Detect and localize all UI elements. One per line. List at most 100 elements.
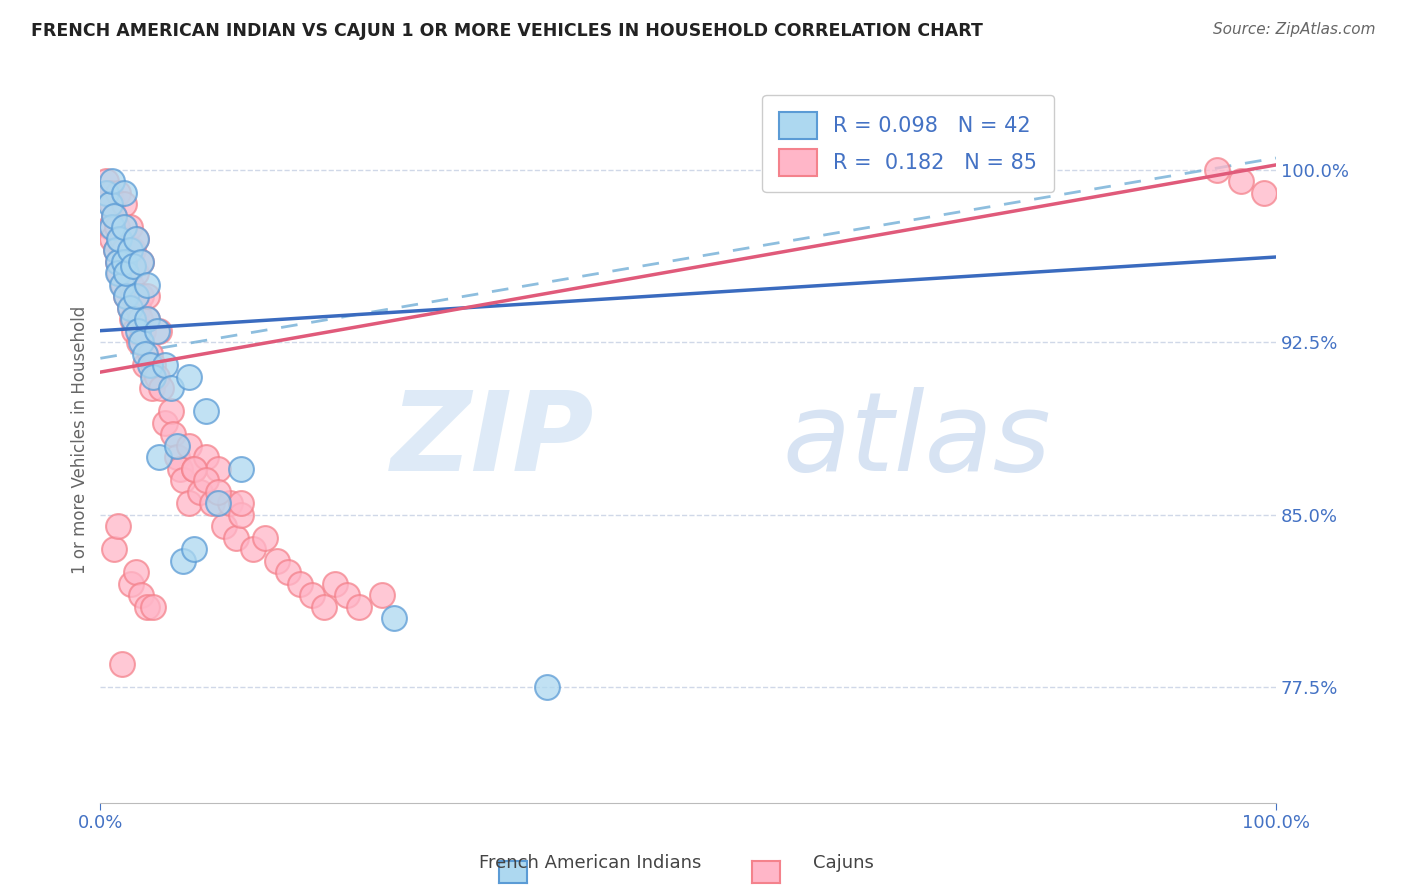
Point	[104, 243, 127, 257]
Point	[201, 496, 224, 510]
Point	[195, 473, 218, 487]
Point	[225, 531, 247, 545]
Point	[124, 266, 146, 280]
Point	[131, 335, 153, 350]
Point	[98, 197, 121, 211]
Point	[277, 566, 299, 580]
Point	[150, 381, 173, 395]
Point	[131, 289, 153, 303]
Point	[104, 243, 127, 257]
Point	[136, 312, 159, 326]
Point	[212, 519, 235, 533]
Point	[160, 404, 183, 418]
Point	[136, 599, 159, 614]
Point	[107, 266, 129, 280]
Point	[111, 277, 134, 292]
Point	[98, 186, 121, 200]
Point	[131, 254, 153, 268]
Point	[134, 358, 156, 372]
Point	[131, 588, 153, 602]
Point	[336, 588, 359, 602]
Point	[266, 554, 288, 568]
Text: FRENCH AMERICAN INDIAN VS CAJUN 1 OR MORE VEHICLES IN HOUSEHOLD CORRELATION CHAR: FRENCH AMERICAN INDIAN VS CAJUN 1 OR MOR…	[31, 22, 983, 40]
Point	[195, 450, 218, 465]
Point	[136, 277, 159, 292]
Point	[101, 197, 124, 211]
Point	[98, 220, 121, 235]
Point	[195, 404, 218, 418]
Point	[146, 324, 169, 338]
Point	[177, 369, 200, 384]
Point	[183, 462, 205, 476]
Point	[1206, 162, 1229, 177]
Point	[231, 462, 253, 476]
Text: Source: ZipAtlas.com: Source: ZipAtlas.com	[1212, 22, 1375, 37]
Point	[347, 599, 370, 614]
Point	[115, 289, 138, 303]
Point	[107, 519, 129, 533]
Point	[172, 554, 194, 568]
Point	[325, 577, 347, 591]
Point	[118, 301, 141, 315]
Point	[103, 209, 125, 223]
Point	[96, 186, 118, 200]
Point	[118, 220, 141, 235]
Point	[231, 508, 253, 522]
Point	[112, 254, 135, 268]
Point	[207, 462, 229, 476]
Point	[101, 231, 124, 245]
Point	[134, 347, 156, 361]
Point	[231, 496, 253, 510]
Point	[122, 312, 145, 326]
Point	[242, 542, 264, 557]
Point	[312, 599, 335, 614]
Point	[153, 416, 176, 430]
Point	[138, 358, 160, 372]
Point	[177, 496, 200, 510]
Point	[1253, 186, 1275, 200]
Point	[301, 588, 323, 602]
Point	[160, 381, 183, 395]
Point	[117, 266, 139, 280]
Point	[107, 186, 129, 200]
Point	[118, 243, 141, 257]
Text: ZIP: ZIP	[391, 386, 595, 493]
Point	[115, 266, 138, 280]
Point	[122, 289, 145, 303]
Point	[290, 577, 312, 591]
Point	[136, 289, 159, 303]
Point	[108, 231, 131, 245]
Point	[127, 324, 149, 338]
Text: atlas: atlas	[782, 386, 1050, 493]
Point	[153, 358, 176, 372]
Point	[112, 197, 135, 211]
Point	[166, 450, 188, 465]
Text: French American Indians: French American Indians	[479, 855, 702, 872]
Point	[124, 289, 146, 303]
Point	[142, 369, 165, 384]
Point	[142, 599, 165, 614]
Point	[1229, 174, 1251, 188]
Point	[142, 358, 165, 372]
Point	[183, 542, 205, 557]
Point	[96, 174, 118, 188]
Point	[148, 450, 170, 465]
Point	[110, 657, 132, 672]
Point	[188, 484, 211, 499]
Point	[103, 542, 125, 557]
Point	[124, 566, 146, 580]
Point	[107, 254, 129, 268]
Point	[207, 484, 229, 499]
Point	[103, 209, 125, 223]
Legend: R = 0.098   N = 42, R =  0.182   N = 85: R = 0.098 N = 42, R = 0.182 N = 85	[762, 95, 1054, 193]
Point	[131, 254, 153, 268]
Point	[124, 324, 146, 338]
Y-axis label: 1 or more Vehicles in Household: 1 or more Vehicles in Household	[72, 306, 89, 574]
Point	[141, 381, 163, 395]
Point	[207, 496, 229, 510]
Point	[122, 243, 145, 257]
Point	[129, 312, 152, 326]
Point	[146, 369, 169, 384]
Point	[166, 439, 188, 453]
Point	[120, 277, 142, 292]
